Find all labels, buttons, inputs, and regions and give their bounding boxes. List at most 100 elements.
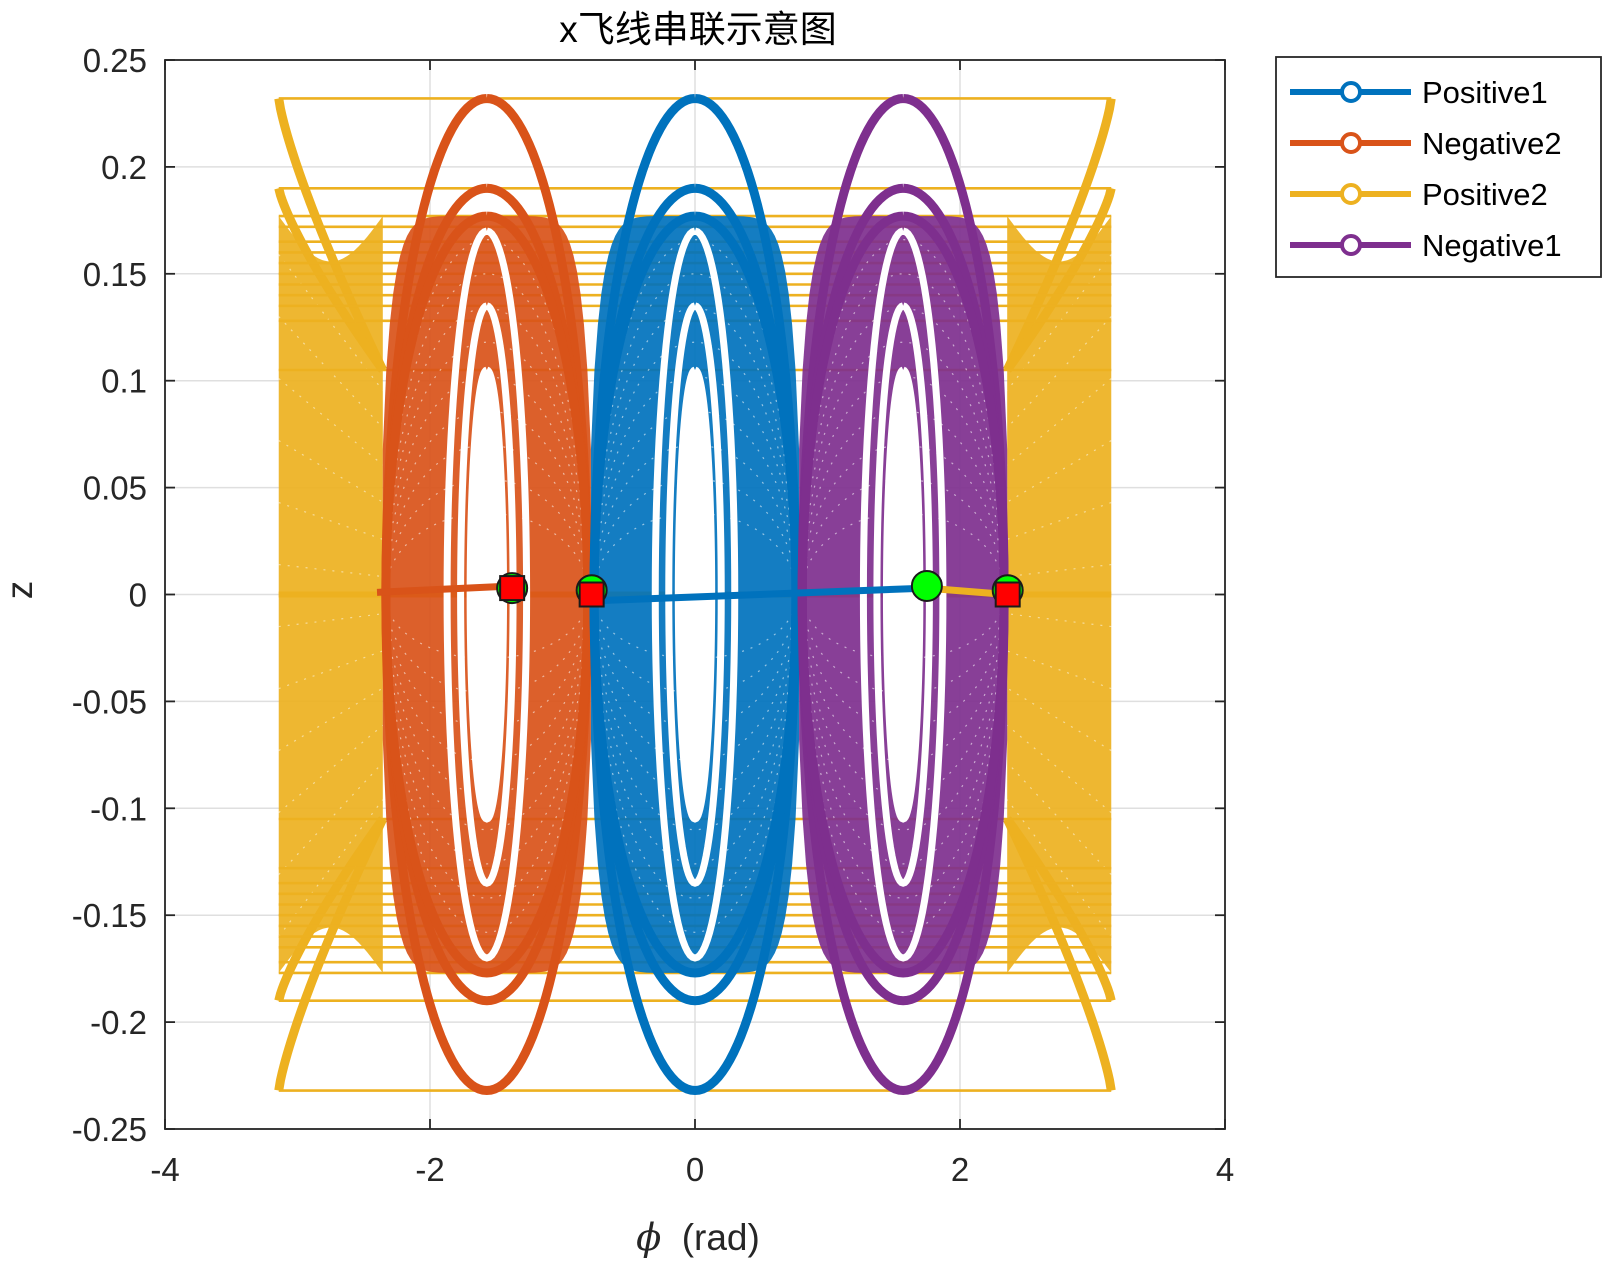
series-loop [381,94,593,1096]
series-texture [592,594,798,831]
series-texture [384,594,590,933]
series-hole [859,227,947,962]
series-texture [278,316,384,429]
x-tick-label: -4 [150,1151,179,1188]
legend-item-Negative1: Negative1 [1290,228,1562,263]
series-layer [274,94,1116,1096]
y-tick-label: 0.2 [101,149,147,186]
series-texture [384,594,590,865]
y-tick-label: -0.25 [72,1111,147,1148]
series-flare [274,816,387,1002]
series-texture [278,799,384,937]
series-texture [1006,799,1112,937]
y-axis-label: z [0,581,40,600]
series-texture [384,341,590,595]
series-loop [381,211,593,978]
marker-layer [496,569,1024,608]
series-texture [384,594,590,762]
series-texture [278,254,384,391]
series-texture [1006,254,1112,391]
series-flare [274,187,387,373]
legend-item-Positive1: Positive1 [1290,75,1548,110]
legend-swatch-marker [1340,183,1362,205]
series-loop [797,211,1009,978]
x-tick-label: 2 [951,1151,969,1188]
end-marker [994,581,1021,608]
legend-swatch-marker [1340,234,1362,256]
y-tick-label: 0.05 [83,470,147,507]
series-texture [384,594,590,831]
series-texture [592,594,798,933]
series-hole [443,227,531,962]
x-axis-label-symbol: ϕ [636,1216,661,1259]
end-marker [578,581,605,608]
y-tick-label: 0 [129,577,147,614]
start-marker [910,569,943,602]
y-tick-label: -0.1 [90,790,147,827]
series-loop [589,94,801,1096]
series-hole [665,302,725,887]
series-loop [797,94,1009,1096]
series-flare [274,817,387,1092]
series-flare [274,97,387,372]
legend-swatch-marker [1340,81,1362,103]
legend-label: Positive2 [1422,177,1548,212]
legend-label: Negative2 [1422,126,1562,161]
x-axis-label-unit: (rad) [682,1217,760,1258]
series-Negative1 [797,94,1009,1096]
x-axis-label: ϕ (rad) [636,1216,760,1259]
y-tick-label: 0.25 [83,42,147,79]
legend-label: Positive1 [1422,75,1548,110]
series-texture [384,307,590,595]
series-texture [1006,650,1112,690]
legend: Positive1 Negative2 Positive2 Negative1 [1275,56,1602,278]
series-flare [1003,817,1116,1092]
series-texture [800,341,1006,595]
y-tick-label: 0.15 [83,256,147,293]
x-tick-label: 4 [1216,1151,1234,1188]
legend-item-Negative2: Negative2 [1290,126,1562,161]
series-loop [589,211,801,978]
x-tick-label: 0 [686,1151,704,1188]
series-texture [278,762,384,875]
series-texture [592,307,798,595]
series-texture [592,594,798,865]
chart-title: x飞线串联示意图 [559,9,837,50]
x-tick-label: -2 [415,1151,444,1188]
y-tick-label: -0.2 [90,1004,147,1041]
series-texture [1006,502,1112,540]
series-center-hole [884,380,922,809]
series-texture [1006,316,1112,429]
series-texture [1006,440,1112,503]
series-Negative2 [381,94,593,1096]
series-texture [592,594,798,762]
series-texture [800,594,1006,933]
tick-labels: -4 -2 0 2 4 -0.25 -0.2 -0.15 -0.1 -0.05 0 0.05 0.1 0.… [72,42,1234,1188]
axes [164,59,1226,1130]
series-texture [800,594,1006,831]
end-marker [499,575,526,602]
connector-line [376,582,513,596]
series-hole [651,227,739,962]
series-texture [800,307,1006,595]
series-texture [278,440,384,503]
legend-label: Negative1 [1422,228,1562,263]
y-tick-label: -0.05 [72,683,147,720]
y-tick-label: -0.15 [72,897,147,934]
legend-item-Positive2: Positive2 [1290,177,1548,212]
connector-line [591,584,928,605]
legend-swatch-marker [1340,132,1362,154]
series-texture [278,650,384,690]
series-hole [457,302,517,887]
series-center-hole [468,380,506,809]
series-texture [800,594,1006,762]
series-flare [1003,816,1116,1002]
y-tick-label: 0.1 [101,363,147,400]
series-texture [800,594,1006,865]
series-flare [1003,97,1116,372]
series-texture [278,502,384,540]
series-hole [873,302,933,887]
series-texture [592,341,798,595]
